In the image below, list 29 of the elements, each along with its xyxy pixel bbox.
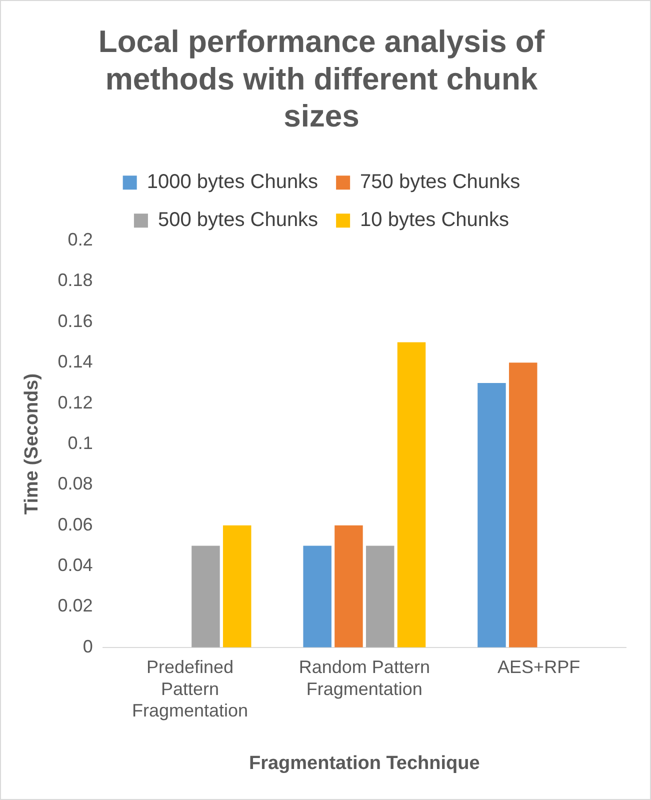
bar: [192, 546, 220, 648]
legend-label: 750 bytes Chunks: [360, 171, 520, 194]
y-tick-label: 0.08: [58, 474, 93, 494]
chart-title: Local performance analysis of methods with different chunk sizes: [98, 24, 546, 134]
bar: [334, 525, 363, 648]
y-tick-label: 0.16: [58, 310, 93, 331]
y-tick-label: 0.04: [58, 555, 93, 576]
x-tick-label: Predefined Pattern Fragmentation: [132, 657, 248, 720]
y-tick-label: 0: [82, 636, 93, 656]
x-tick-label: AES+RPF: [498, 657, 580, 678]
legend-label: 10 bytes Chunks: [360, 209, 510, 232]
x-axis-title: Fragmentation Technique: [248, 752, 480, 774]
legend-label: 1000 bytes Chunks: [146, 171, 318, 194]
x-tick-label: Random Pattern Fragmentation: [298, 657, 430, 699]
legend-label: 500 bytes Chunks: [158, 209, 318, 232]
y-tick-label: 0.18: [58, 270, 93, 290]
bar: [397, 342, 426, 648]
y-tick-label: 0.2: [68, 230, 93, 250]
y-tick-label: 0.02: [58, 596, 93, 616]
y-tick-label: 0.14: [58, 352, 93, 372]
y-tick-label: 0.12: [58, 392, 93, 412]
y-tick-label: 0.06: [58, 514, 93, 534]
bar: [222, 525, 252, 648]
y-axis-title: Time (Seconds): [22, 373, 43, 515]
bar: [366, 546, 394, 648]
bar: [303, 546, 332, 648]
bar: [508, 362, 538, 648]
y-tick-label: 0.1: [68, 432, 93, 453]
bar: [478, 382, 506, 648]
